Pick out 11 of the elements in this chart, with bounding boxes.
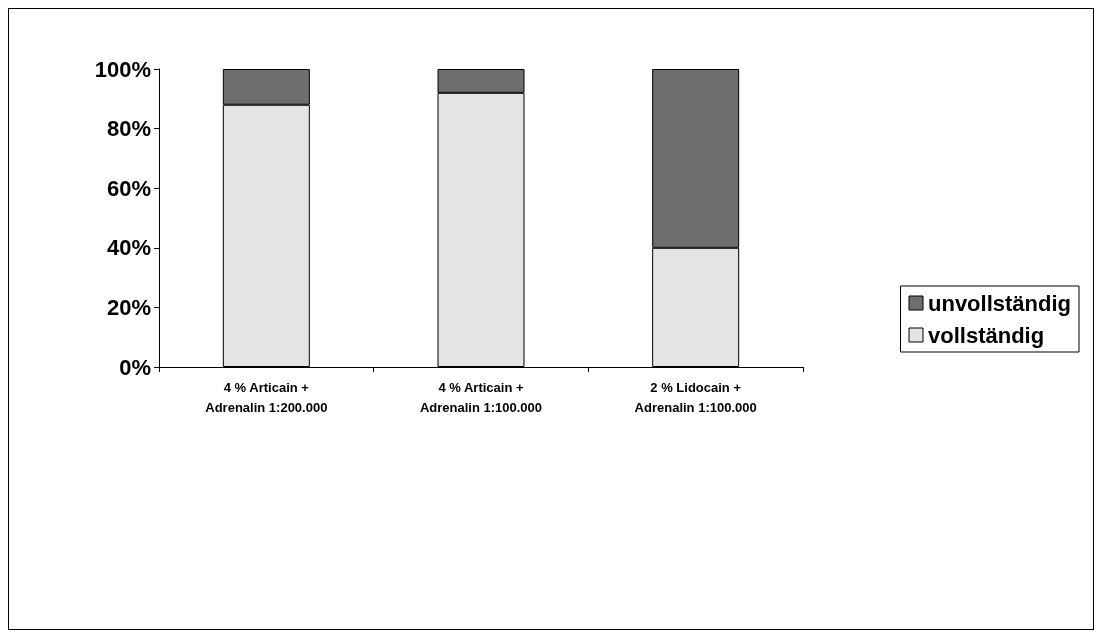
x-tick-label: 4 % Articain + Adrenalin 1:200.000 <box>205 379 328 415</box>
y-tick-label: 20% <box>106 294 151 320</box>
y-tick-label: 0% <box>119 354 151 380</box>
legend-label: unvollständig <box>928 290 1071 316</box>
y-tick-label: 80% <box>106 116 151 142</box>
x-tick-label: 2 % Lidocain + Adrenalin 1:100.000 <box>634 379 757 415</box>
y-tick-label: 60% <box>106 175 151 201</box>
y-tick-label: 40% <box>106 235 151 261</box>
x-tick-label: 4 % Articain + Adrenalin 1:100.000 <box>419 379 543 415</box>
legend-label: vollständig <box>928 322 1045 348</box>
y-tick-label: 100% <box>94 56 151 82</box>
